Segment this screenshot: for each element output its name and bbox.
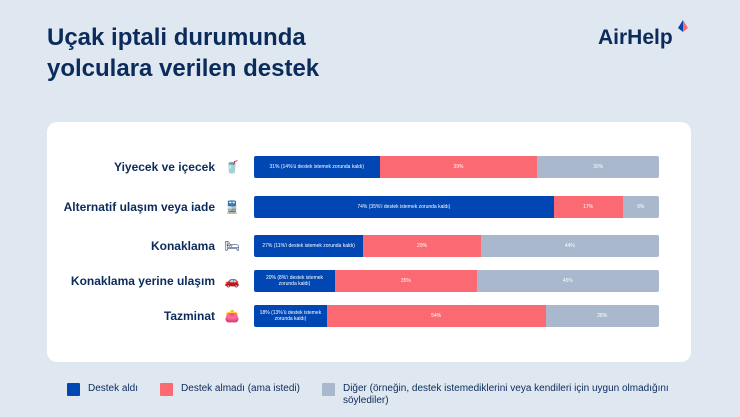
chart-row: Konaklama yerine ulaşım 🚗 20% (8%'i destek…	[47, 270, 691, 292]
wallet-icon: 👛	[224, 309, 240, 323]
title-line-2: yolculara verilen destek	[47, 55, 320, 82]
legend-swatch	[160, 383, 174, 396]
category-label: Alternatif ulaşım veya iade	[63, 200, 215, 214]
legend-item: Destek almadı (ama istedi)	[160, 383, 300, 396]
bar-segment-not-received: 29%	[363, 235, 481, 257]
bar-segment-other: 30%	[537, 156, 659, 178]
bar-segment-not-received: 39%	[379, 156, 538, 178]
bar-segment-not-received: 17%	[553, 196, 623, 218]
legend-swatch	[321, 383, 335, 396]
legend: Destek aldı Destek almadı (ama istedi) Diğ…	[67, 383, 707, 407]
category-label: Konaklama	[150, 239, 215, 253]
title-line-1: Uçak iptali durumunda	[47, 24, 306, 51]
category-label: Konaklama yerine ulaşım	[70, 274, 215, 288]
bar-segment-received: 18% (13%'ü destek istemek zorunda kaldı)	[254, 305, 327, 327]
bar-segment-received: 74% (35%'i destek istemek zorunda kaldı)	[254, 196, 554, 218]
stacked-bar: 31% (14%'ü destek istemek zorunda kaldı)…	[254, 156, 659, 178]
bar-segment-other: 28%	[545, 305, 659, 327]
car-icon: 🚗	[224, 274, 240, 288]
airhelp-logo: AirHelp	[598, 26, 673, 49]
bed-icon: 🛏	[224, 239, 240, 253]
chart-row: Yiyecek ve içecek 🥤 31% (14%'ü destek iste…	[47, 156, 691, 178]
chart-row: Konaklama 🛏 27% (11%'i destek istemek zoru…	[47, 235, 691, 257]
legend-label: Diğer (örneğin, destek istemediklerini v…	[342, 383, 669, 406]
legend-swatch	[67, 383, 80, 396]
bar-segment-other: 45%	[476, 270, 659, 292]
stacked-bar: 20% (8%'i destek istemek zorunda kaldı) 3…	[254, 270, 659, 292]
page-title: Uçak iptali durumunda yolculara verilen …	[47, 22, 407, 84]
bar-segment-received: 31% (14%'ü destek istemek zorunda kaldı)	[254, 156, 380, 178]
drink-icon: 🥤	[224, 160, 240, 174]
legend-item: Destek aldı	[67, 383, 138, 396]
bar-segment-received: 27% (11%'i destek istemek zorunda kaldı)	[254, 235, 364, 257]
chart-row: Tazminat 👛 18% (13%'ü destek istemek zorun…	[47, 305, 691, 327]
bar-segment-other: 44%	[480, 235, 659, 257]
stacked-bar: 27% (11%'i destek istemek zorunda kaldı)…	[254, 235, 659, 257]
chart-card: Yiyecek ve içecek 🥤 31% (14%'ü destek iste…	[47, 122, 691, 362]
chart-row: Alternatif ulaşım veya iade 🚆 74% (35%'i d…	[47, 196, 691, 218]
category-label: Yiyecek ve içecek	[114, 160, 215, 174]
category-label: Tazminat	[163, 309, 215, 323]
legend-label: Destek aldı	[88, 383, 139, 394]
bar-segment-received: 20% (8%'i destek istemek zorunda kaldı)	[254, 270, 335, 292]
logo-mark-icon	[678, 20, 688, 32]
train-icon: 🚆	[224, 200, 240, 214]
bar-segment-not-received: 54%	[326, 305, 546, 327]
stacked-bar: 18% (13%'ü destek istemek zorunda kaldı)…	[254, 305, 659, 327]
legend-item: Diğer (örneğin, destek istemediklerini v…	[321, 383, 707, 407]
bar-segment-other: 9%	[622, 196, 659, 218]
stacked-bar: 74% (35%'i destek istemek zorunda kaldı)…	[254, 196, 659, 218]
bar-segment-not-received: 35%	[335, 270, 477, 292]
legend-label: Destek almadı (ama istedi)	[181, 383, 300, 394]
